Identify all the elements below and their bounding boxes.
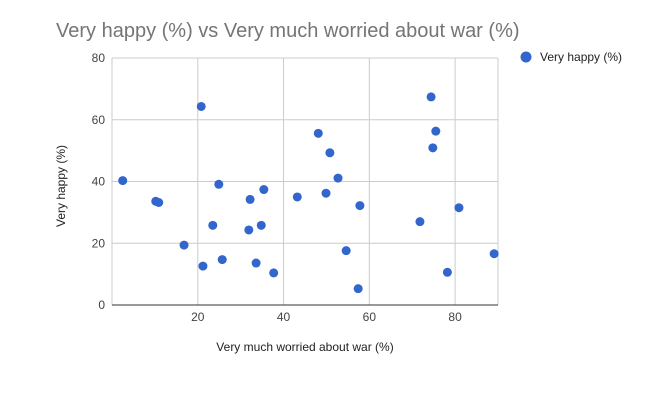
y-tick-label: 40 (92, 175, 106, 189)
data-point (196, 101, 206, 111)
legend-label: Very happy (%) (540, 50, 622, 64)
y-axis-label: Very happy (%) (54, 145, 68, 227)
data-point (431, 126, 441, 136)
data-point (154, 197, 164, 207)
data-point (198, 261, 208, 271)
data-points (118, 92, 499, 294)
data-point (353, 284, 363, 294)
x-tick-label: 20 (191, 310, 205, 324)
y-tick-label: 0 (98, 298, 105, 312)
data-point (208, 220, 218, 230)
data-point (217, 255, 227, 265)
x-axis-label: Very much worried about war (%) (216, 340, 393, 354)
y-tick-label: 80 (92, 51, 106, 65)
x-tick-label: 40 (277, 310, 291, 324)
data-point (313, 128, 323, 138)
x-tick-label: 60 (363, 310, 377, 324)
gridlines (111, 57, 499, 306)
y-tick-label: 20 (92, 236, 106, 250)
data-point (442, 267, 452, 277)
data-point (426, 92, 436, 102)
data-point (341, 246, 351, 256)
data-point (325, 148, 335, 158)
data-point (251, 258, 261, 268)
data-point (355, 201, 365, 211)
x-tick-label: 80 (448, 310, 462, 324)
data-point (118, 176, 128, 186)
data-point (269, 268, 279, 278)
data-point (256, 220, 266, 230)
data-point (489, 249, 499, 259)
tick-labels: 0 20 40 60 80 20 40 60 80 (92, 51, 462, 324)
data-point (179, 240, 189, 250)
chart-title: Very happy (%) vs Very much worried abou… (56, 20, 520, 42)
legend-marker (520, 51, 532, 63)
data-point (321, 188, 331, 198)
data-point (245, 194, 255, 204)
data-point (259, 185, 269, 195)
data-point (333, 173, 343, 183)
data-point (244, 225, 254, 235)
data-point (454, 203, 464, 213)
data-point (415, 217, 425, 227)
data-point (428, 143, 438, 153)
legend: Very happy (%) (520, 50, 622, 64)
y-tick-label: 60 (92, 113, 106, 127)
data-point (214, 179, 224, 189)
data-point (292, 192, 302, 202)
